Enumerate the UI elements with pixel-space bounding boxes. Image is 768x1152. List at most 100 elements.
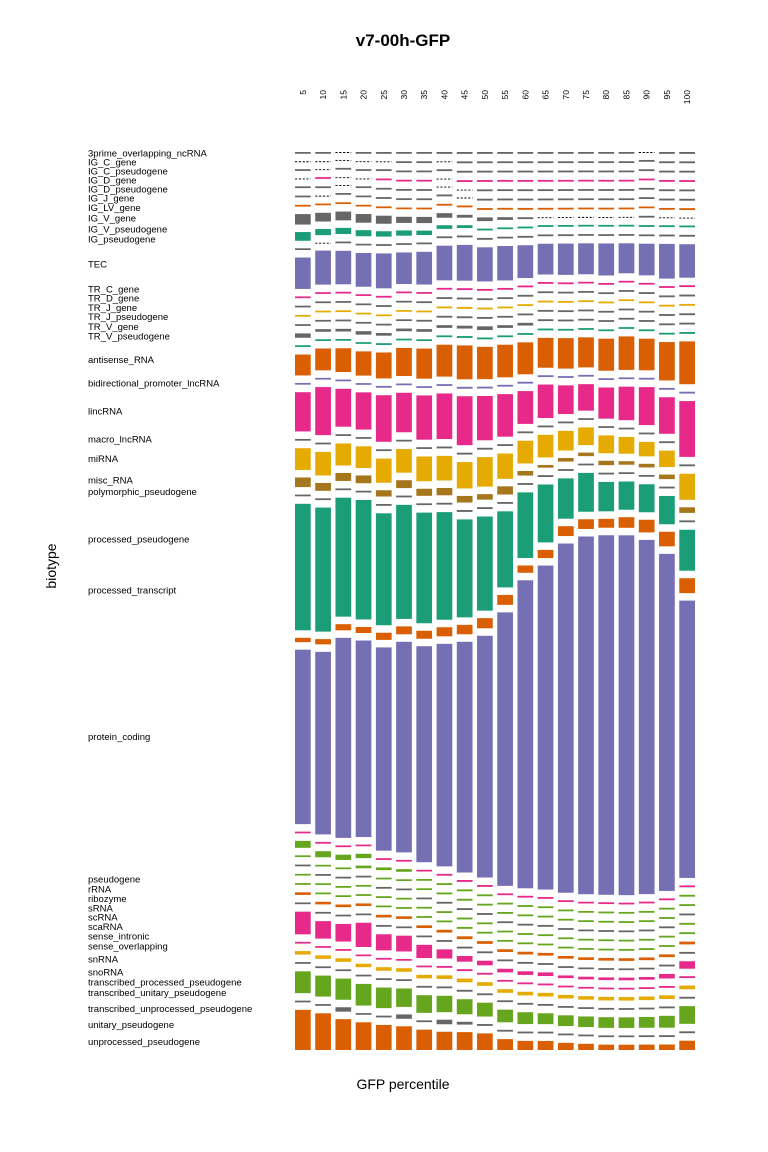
cell-bar: [315, 892, 331, 895]
cell-bar: [679, 961, 695, 969]
cell-bar: [295, 382, 311, 385]
row-label: misc_RNA: [88, 476, 134, 487]
cell-bar: [375, 957, 392, 960]
cell-bar: [416, 189, 433, 191]
cell-bar: [638, 243, 655, 276]
cell-bar: [315, 387, 331, 436]
cell-bar: [315, 482, 331, 491]
cell-bar: [315, 186, 331, 189]
cell-bar: [396, 161, 412, 164]
cell-bar: [315, 339, 331, 342]
cell-bar: [456, 152, 473, 154]
cell-bar: [456, 978, 473, 983]
cell-bar: [618, 958, 635, 961]
cell-bar: [295, 1009, 311, 1050]
cell-bar: [517, 217, 534, 220]
cell-bar: [517, 914, 534, 917]
cell-bar: [497, 297, 513, 300]
cell-bar: [375, 332, 392, 336]
cell-bar: [598, 179, 615, 182]
cell-bar: [416, 242, 433, 245]
column-label: 60: [520, 90, 530, 100]
cell-bar: [477, 395, 493, 441]
cell-bar: [456, 396, 473, 446]
cell-bar: [537, 464, 554, 468]
cell-bar: [396, 879, 412, 882]
cell-bar: [295, 902, 311, 905]
cell-bar: [497, 335, 513, 338]
cell-bar: [355, 230, 372, 237]
cell-bar: [679, 234, 695, 237]
cell-bar: [659, 1044, 675, 1050]
cell-bar: [618, 921, 635, 923]
cell-bar: [315, 975, 331, 997]
cell-bar: [335, 167, 352, 170]
cell-bar: [557, 152, 574, 154]
cell-bar: [618, 968, 635, 971]
cell-bar: [456, 288, 473, 291]
cell-bar: [517, 381, 534, 384]
cell-bar: [517, 565, 534, 573]
cell-bar: [557, 430, 574, 451]
cell-bar: [355, 640, 372, 838]
cell-bar: [598, 460, 615, 466]
cell-bar: [416, 488, 433, 496]
cell-bar: [618, 939, 635, 942]
cell-bar: [618, 386, 635, 421]
cell-bar: [436, 986, 453, 989]
cell-bar: [659, 189, 675, 192]
y-axis-label: biotype: [43, 543, 59, 588]
cell-bar: [598, 224, 615, 227]
cell-bar: [557, 543, 574, 893]
row-label: lincRNA: [88, 407, 123, 418]
cell-bar: [679, 996, 695, 999]
cell-bar: [295, 971, 311, 994]
cell-bar: [416, 512, 433, 624]
cell-bar: [679, 885, 695, 888]
cell-bar: [679, 520, 695, 523]
cell-bar: [396, 198, 412, 201]
cell-bar: [295, 333, 311, 338]
cell-bar: [416, 319, 433, 322]
cell-bar: [679, 976, 695, 979]
cell-bar: [659, 243, 675, 279]
cell-bar: [679, 473, 695, 500]
cell-bar: [638, 474, 655, 477]
cell-bar: [497, 287, 513, 290]
cell-bar: [396, 897, 412, 900]
cell-bar: [436, 1019, 453, 1025]
cell-bar: [436, 297, 453, 299]
cell-bar: [436, 384, 453, 386]
cell-bar: [578, 910, 594, 913]
cell-bar: [679, 913, 695, 916]
cell-bar: [598, 338, 615, 371]
cell-bar: [295, 883, 311, 885]
cell-bar: [598, 310, 615, 313]
cell-bar: [295, 354, 311, 376]
cell-bar: [517, 895, 534, 898]
cell-bar: [375, 169, 392, 172]
cell-bar: [456, 936, 473, 940]
cell-bar: [396, 300, 412, 303]
cell-bar: [315, 651, 331, 835]
cell-bar: [436, 455, 453, 481]
cell-bar: [436, 487, 453, 496]
cell-bar: [416, 1029, 433, 1050]
cell-bar: [659, 170, 675, 173]
column-label: 95: [662, 90, 672, 100]
cell-bar: [517, 226, 534, 229]
cell-bar: [638, 441, 655, 457]
cell-bar: [638, 1035, 655, 1038]
cell-bar: [517, 170, 534, 173]
cell-bar: [537, 952, 554, 956]
cell-bar: [335, 895, 352, 898]
cell-bar: [396, 626, 412, 635]
cell-bar: [497, 968, 513, 973]
cell-bar: [638, 929, 655, 932]
cell-bar: [578, 170, 594, 173]
cell-bar: [295, 169, 311, 171]
cell-bar: [396, 926, 412, 929]
cell-bar: [679, 529, 695, 571]
cell-bar: [416, 869, 433, 872]
cell-bar: [315, 177, 331, 179]
